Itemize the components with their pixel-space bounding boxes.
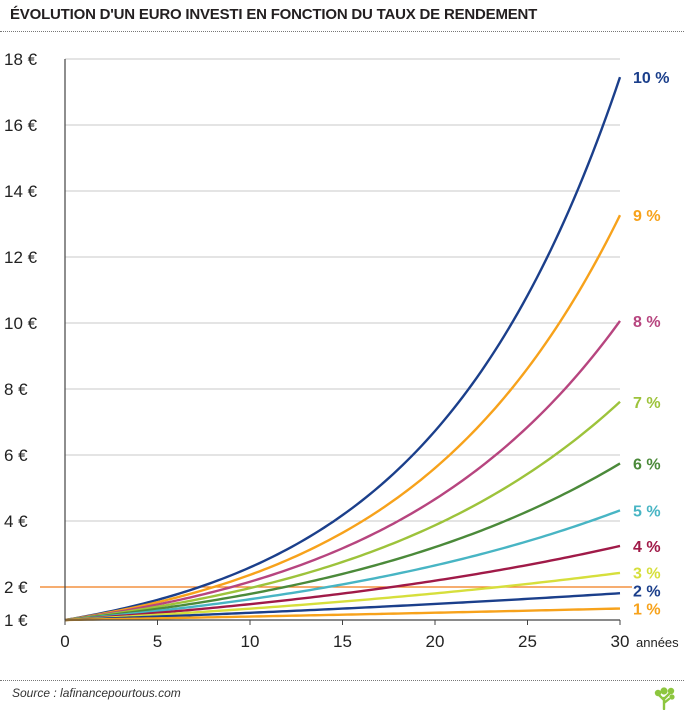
line-chart: 1 € 2 € 4 € 6 € 8 € 10 € 12 € 14 € 16 € 18 € 0 5 10 1… — [4, 50, 679, 651]
series-label: 10 % — [633, 70, 669, 87]
series-line-6pct — [64, 462, 621, 622]
series-label: 5 % — [633, 503, 661, 520]
x-tick-label: 25 — [518, 632, 537, 651]
y-tick-label: 14 € — [4, 182, 38, 201]
series-label: 4 % — [633, 539, 661, 556]
series-layer — [64, 76, 622, 622]
title-divider — [0, 31, 684, 32]
series-label: 1 % — [633, 601, 661, 618]
chart-title: ÉVOLUTION D'UN EURO INVESTI EN FONCTION … — [10, 6, 538, 23]
series-label: 2 % — [633, 583, 661, 600]
series-line-1pct — [64, 607, 621, 622]
series-line-3pct — [64, 571, 621, 622]
y-tick-label: 10 € — [4, 314, 38, 333]
series-line-4pct — [64, 544, 621, 622]
tree-icon — [654, 687, 675, 710]
y-tick-label: 2 € — [4, 578, 28, 597]
series-label: 8 % — [633, 314, 661, 331]
series-line-7pct — [64, 400, 621, 622]
x-axis-unit-label: années — [636, 635, 679, 650]
footer-divider — [0, 680, 684, 681]
x-tick-label: 20 — [426, 632, 445, 651]
source-note: Source : lafinancepourtous.com — [12, 686, 181, 700]
y-tick-label: 8 € — [4, 380, 28, 399]
series-label: 6 % — [633, 457, 661, 474]
x-tick-label: 10 — [241, 632, 260, 651]
y-tick-label: 18 € — [4, 50, 38, 69]
y-tick-label: 12 € — [4, 248, 38, 267]
y-tick-label: 6 € — [4, 446, 28, 465]
y-tick-label: 16 € — [4, 116, 38, 135]
series-line-10pct — [64, 76, 622, 622]
y-tick-label: 4 € — [4, 512, 28, 531]
series-line-9pct — [64, 214, 622, 622]
series-label-layer: 1 %2 %3 % 4 % 5 % 6 % 7 % 8 % 9 % 10 % — [633, 70, 669, 618]
x-tick-label: 5 — [153, 632, 162, 651]
y-tick-label: 1 € — [4, 611, 28, 630]
x-tick-label: 15 — [333, 632, 352, 651]
x-tick-label: 0 — [60, 632, 69, 651]
series-label: 3 % — [633, 565, 661, 582]
grid-layer — [65, 58, 620, 522]
axis-layer: 1 € 2 € 4 € 6 € 8 € 10 € 12 € 14 € 16 € 18 € 0 5 10 1… — [4, 50, 679, 651]
series-label: 9 % — [633, 208, 661, 225]
series-label: 7 % — [633, 395, 661, 412]
series-line-8pct — [64, 320, 621, 622]
x-tick-label: 30 — [611, 632, 630, 651]
series-line-5pct — [64, 509, 621, 622]
series-line-2pct — [64, 592, 621, 622]
